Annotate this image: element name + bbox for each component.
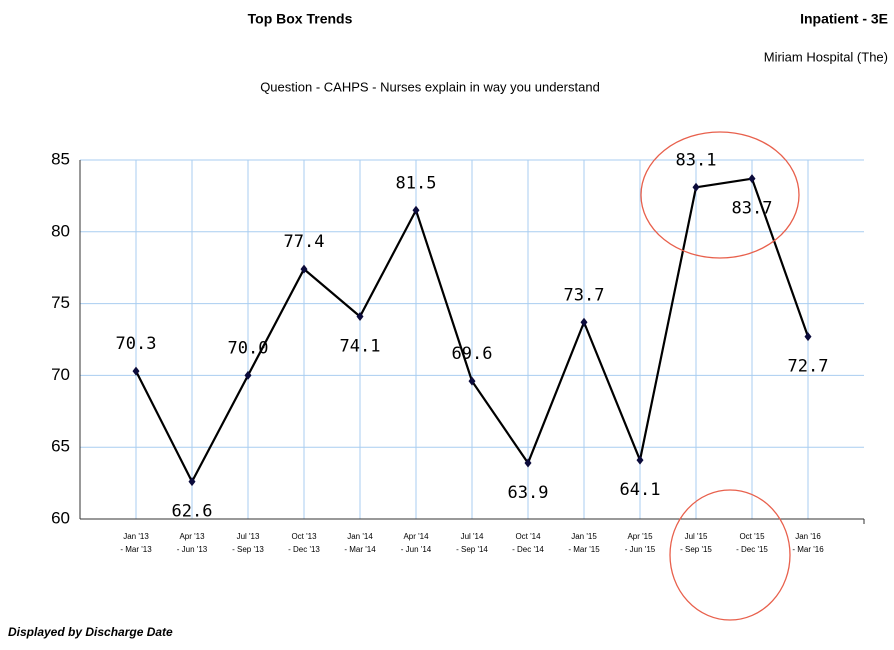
y-tick-label: 80	[51, 221, 70, 240]
marker	[636, 455, 644, 465]
value-label: 72.7	[788, 357, 829, 377]
marker	[356, 312, 364, 322]
value-label: 69.6	[452, 344, 493, 364]
x-tick-label: - Dec '13	[288, 545, 320, 554]
marker	[132, 366, 140, 376]
x-tick-label: Jan '13	[123, 532, 149, 541]
x-tick-label: - Sep '13	[232, 545, 264, 554]
x-tick-label: Oct '13	[291, 532, 317, 541]
facility: Miriam Hospital (The)	[764, 49, 888, 64]
unit: Inpatient - 3E	[800, 11, 888, 27]
x-tick-label: - Dec '14	[512, 545, 544, 554]
question: Question - CAHPS - Nurses explain in way…	[260, 79, 600, 94]
marker	[300, 264, 308, 274]
x-tick-label: - Mar '13	[120, 545, 152, 554]
x-tick-label: Jul '14	[461, 532, 484, 541]
marker	[524, 458, 532, 468]
title: Top Box Trends	[248, 11, 353, 27]
x-tick-label: - Sep '14	[456, 545, 488, 554]
x-tick-label: Jan '15	[571, 532, 597, 541]
x-tick-label: - Sep '15	[680, 545, 712, 554]
value-label: 70.3	[116, 334, 157, 354]
x-tick-label: Apr '14	[403, 532, 429, 541]
x-tick-label: Jan '14	[347, 532, 373, 541]
y-tick-label: 75	[51, 293, 70, 312]
footer: Displayed by Discharge Date	[8, 625, 173, 639]
x-tick-label: - Jun '14	[401, 545, 432, 554]
x-tick-label: - Jun '15	[625, 545, 656, 554]
x-tick-label: - Jun '13	[177, 545, 208, 554]
x-tick-label: Apr '15	[627, 532, 653, 541]
y-tick-label: 70	[51, 365, 70, 384]
marker	[468, 376, 476, 386]
value-label: 70.0	[228, 338, 269, 358]
value-label: 62.6	[172, 502, 213, 522]
x-tick-label: - Dec '15	[736, 545, 768, 554]
marker	[580, 317, 588, 327]
marker	[244, 370, 252, 380]
y-tick-label: 85	[51, 149, 70, 168]
value-label: 74.1	[340, 337, 381, 357]
marker	[188, 477, 196, 487]
x-tick-label: Jul '13	[237, 532, 260, 541]
x-tick-label: Jul '15	[685, 532, 708, 541]
marker	[692, 182, 700, 192]
x-tick-label: - Mar '16	[792, 545, 824, 554]
value-label: 64.1	[620, 480, 661, 500]
y-tick-label: 60	[51, 508, 70, 527]
x-tick-label: - Mar '15	[568, 545, 600, 554]
x-tick-label: Oct '15	[739, 532, 765, 541]
x-tick-label: Apr '13	[179, 532, 205, 541]
x-tick-label: Jan '16	[795, 532, 821, 541]
value-label: 83.7	[732, 199, 773, 219]
value-label: 81.5	[396, 173, 437, 193]
marker	[748, 174, 756, 184]
plot: 60 65 70 75 80 85 Jan '13 - Mar '13 Apr '13 - Jun…	[51, 149, 865, 554]
marker	[412, 205, 420, 215]
value-label: 83.1	[676, 150, 717, 170]
highlight-circle	[640, 131, 800, 259]
highlight-circle	[669, 489, 791, 621]
x-tick-label: - Mar '14	[344, 545, 376, 554]
x-tick-label: Oct '14	[515, 532, 541, 541]
value-label: 77.4	[284, 232, 325, 252]
value-label: 73.7	[564, 285, 605, 305]
marker	[804, 332, 812, 342]
y-tick-label: 65	[51, 437, 70, 456]
value-label: 63.9	[508, 483, 549, 503]
